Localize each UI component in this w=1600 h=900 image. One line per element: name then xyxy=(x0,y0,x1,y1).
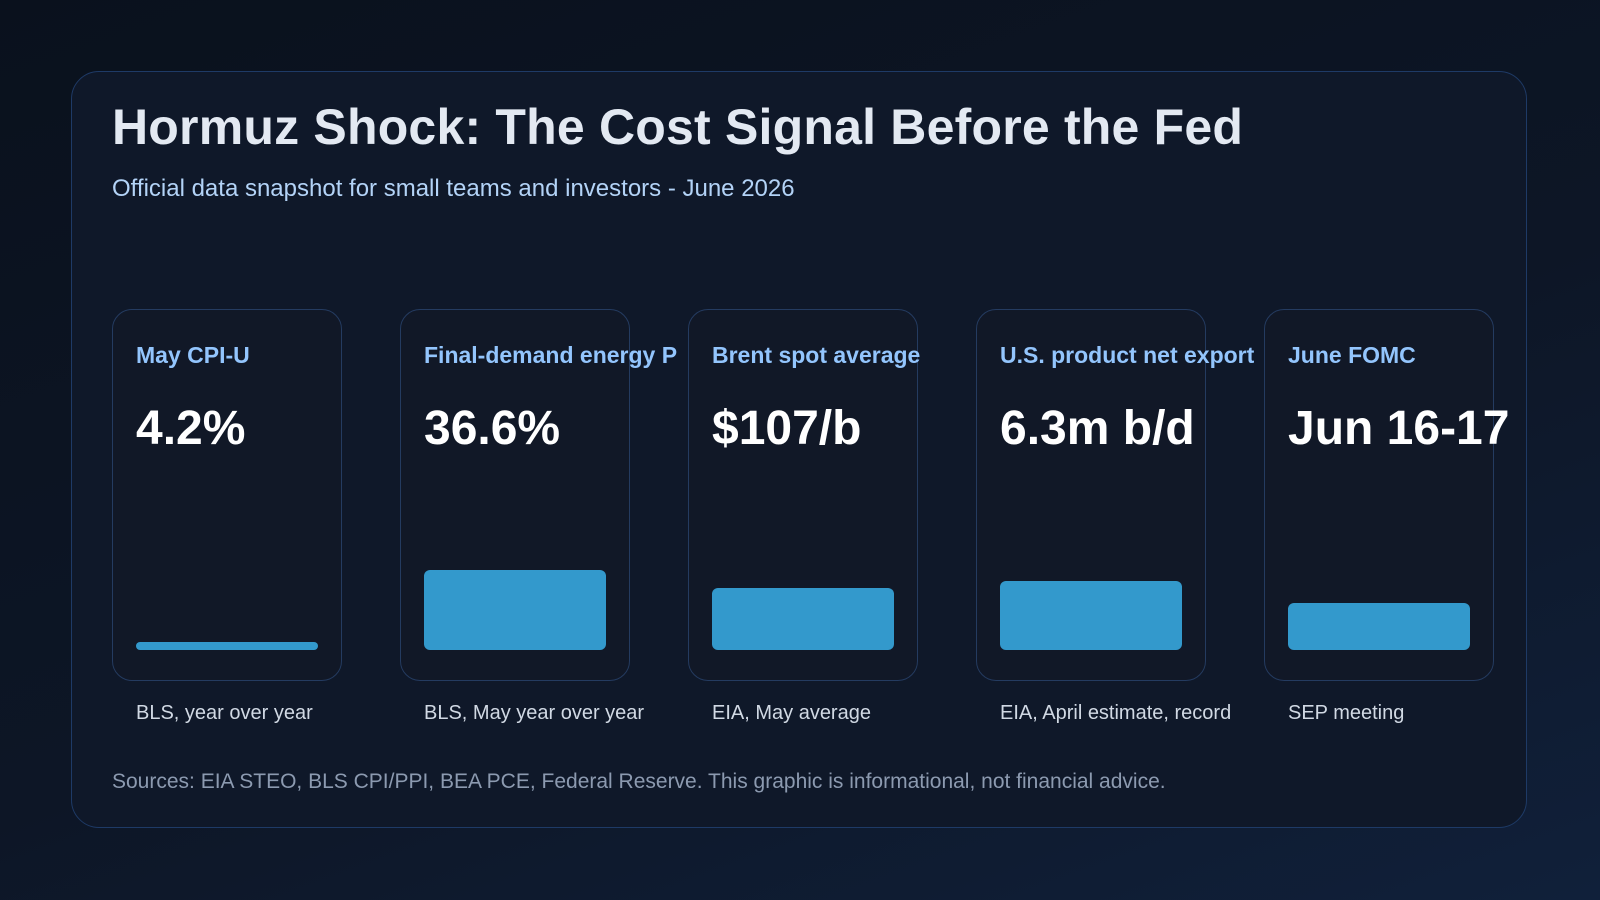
metric-note: BLS, year over year xyxy=(136,702,313,724)
metric-bar xyxy=(712,588,894,650)
metric-value: Jun 16-17 xyxy=(1288,402,1510,455)
metric-value: 6.3m b/d xyxy=(1000,402,1195,455)
metric-label: U.S. product net export xyxy=(1000,342,1255,368)
metric-value: 36.6% xyxy=(424,402,561,455)
metric-value: $107/b xyxy=(712,402,862,455)
sources-footnote: Sources: EIA STEO, BLS CPI/PPI, BEA PCE,… xyxy=(112,770,1166,793)
metric-label: Final-demand energy P xyxy=(424,342,678,368)
metric-note: EIA, April estimate, record xyxy=(1000,702,1232,724)
metric-bar xyxy=(1288,602,1470,650)
metric-card xyxy=(112,309,342,681)
metric-label: June FOMC xyxy=(1288,342,1416,368)
metric-bar xyxy=(424,570,606,650)
metric-value: 4.2% xyxy=(136,402,246,455)
metric-label: May CPI-U xyxy=(136,342,250,368)
metric-note: SEP meeting xyxy=(1288,702,1405,724)
metric-bar xyxy=(136,642,318,650)
metric-note: BLS, May year over year xyxy=(424,702,645,724)
metric-label: Brent spot average xyxy=(712,342,921,368)
metric-bar xyxy=(1000,581,1182,650)
page-subtitle: Official data snapshot for small teams a… xyxy=(112,175,795,202)
page-title: Hormuz Shock: The Cost Signal Before the… xyxy=(112,99,1244,155)
metric-note: EIA, May average xyxy=(712,702,871,724)
